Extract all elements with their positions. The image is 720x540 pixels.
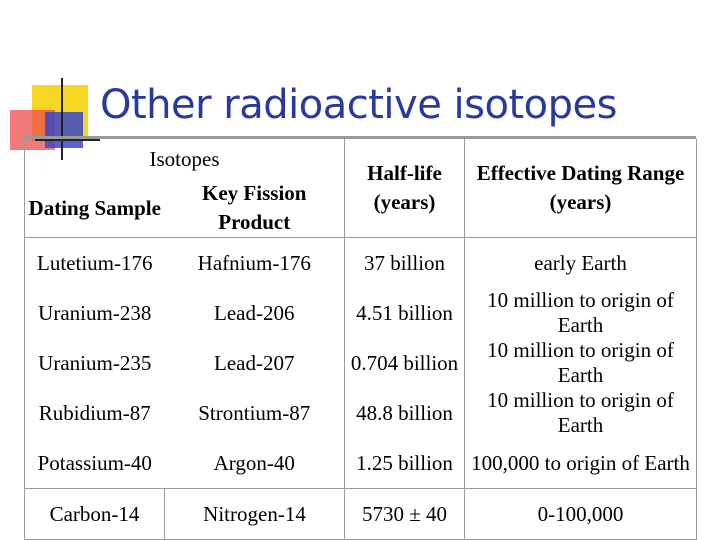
- cell-half-life: 0.704 billion: [344, 338, 465, 388]
- cell-product: Nitrogen-14: [164, 488, 345, 540]
- cell-sample: Rubidium-87: [24, 388, 165, 438]
- isotopes-table: Isotopes Half-life (years) Effective Dat…: [24, 139, 697, 540]
- cell-range: 10 million to origin of Earth: [464, 288, 697, 338]
- table-row: Carbon-14 Nitrogen-14 5730 ± 40 0-100,00…: [24, 488, 697, 540]
- cell-half-life: 5730 ± 40: [344, 488, 465, 540]
- cell-range: 10 million to origin of Earth: [464, 388, 697, 438]
- cell-sample: Potassium-40: [24, 438, 165, 489]
- table-row: Uranium-235 Lead-207 0.704 billion 10 mi…: [24, 338, 697, 388]
- table-row: Lutetium-176 Hafnium-176 37 billion earl…: [24, 237, 697, 288]
- table-row: Rubidium-87 Strontium-87 48.8 billion 10…: [24, 388, 697, 438]
- cell-range: 0-100,000: [464, 488, 697, 540]
- slide-title: Other radioactive isotopes: [100, 82, 617, 128]
- cell-range: 10 million to origin of Earth: [464, 338, 697, 388]
- cell-range: early Earth: [464, 237, 697, 288]
- table-row: Uranium-238 Lead-206 4.51 billion 10 mil…: [24, 288, 697, 338]
- header-half-life: Half-life (years): [344, 139, 465, 238]
- cell-half-life: 37 billion: [344, 237, 465, 288]
- cell-product: Argon-40: [164, 438, 345, 489]
- cell-product: Hafnium-176: [164, 237, 345, 288]
- title-divider: [24, 136, 696, 139]
- cell-half-life: 4.51 billion: [344, 288, 465, 338]
- table-row: Potassium-40 Argon-40 1.25 billion 100,0…: [24, 438, 697, 489]
- header-dating-sample: Dating Sample: [24, 179, 165, 238]
- header-key-fission-product: Key Fission Product: [164, 179, 345, 238]
- cell-sample: Uranium-235: [24, 338, 165, 388]
- cell-range: 100,000 to origin of Earth: [464, 438, 697, 489]
- cell-product: Strontium-87: [164, 388, 345, 438]
- cell-product: Lead-206: [164, 288, 345, 338]
- cell-half-life: 48.8 billion: [344, 388, 465, 438]
- cell-sample: Uranium-238: [24, 288, 165, 338]
- header-isotopes: Isotopes: [24, 139, 345, 179]
- cell-sample: Carbon-14: [24, 488, 165, 540]
- cell-product: Lead-207: [164, 338, 345, 388]
- cell-half-life: 1.25 billion: [344, 438, 465, 489]
- cell-sample: Lutetium-176: [24, 237, 165, 288]
- header-dating-range: Effective Dating Range (years): [464, 139, 697, 238]
